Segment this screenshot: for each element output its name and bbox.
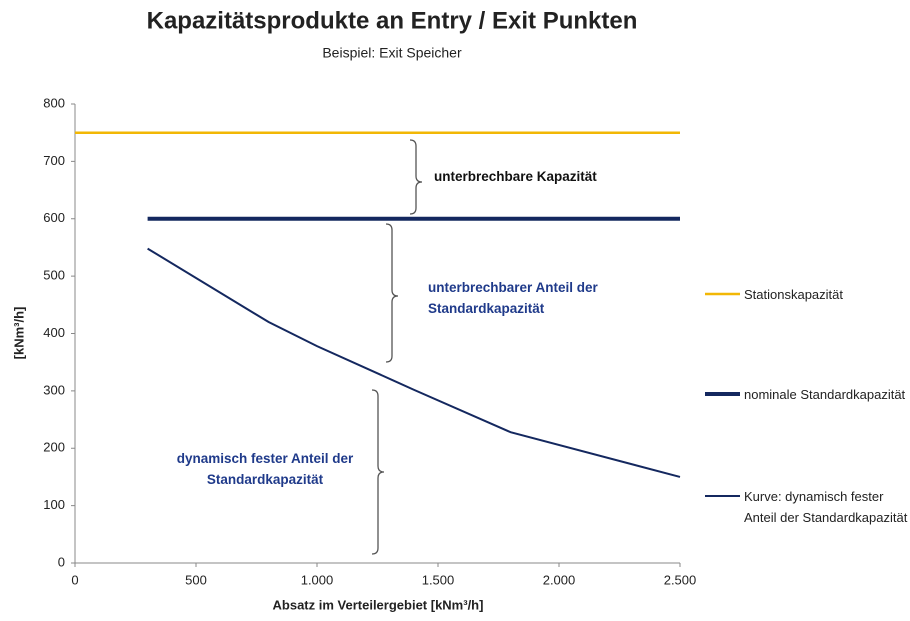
bracket: [409, 139, 423, 215]
x-tick-label: 500: [185, 572, 207, 587]
x-tick-label: 2.500: [664, 572, 697, 587]
chart-subtitle: Beispiel: Exit Speicher: [322, 45, 462, 61]
bracket: [385, 223, 399, 363]
legend-label: Stationskapazität: [744, 287, 844, 302]
x-axis-label: Absatz im Verteilergebiet [kNm³/h]: [273, 597, 484, 612]
y-tick-label: 500: [43, 268, 65, 283]
x-tick-label: 1.500: [422, 572, 455, 587]
x-tick-label: 0: [71, 572, 78, 587]
y-axis-label: [kNm³/h]: [11, 307, 26, 360]
x-tick-label: 2.000: [543, 572, 576, 587]
chart-title: Kapazitätsprodukte an Entry / Exit Punkt…: [147, 7, 638, 34]
annotation: dynamisch fester Anteil der Standardkapa…: [176, 451, 354, 487]
y-tick-label: 400: [43, 325, 65, 340]
y-tick-label: 200: [43, 440, 65, 455]
legend-label: Kurve: dynamisch fester Anteil der Stand…: [744, 489, 908, 525]
brackets: [371, 139, 423, 555]
annotation: unterbrechbare Kapazität: [434, 169, 597, 184]
bracket: [371, 389, 385, 555]
y-tick-label: 0: [58, 554, 65, 569]
y-tick-label: 800: [43, 95, 65, 110]
y-tick-label: 700: [43, 153, 65, 168]
y-tick-label: 600: [43, 210, 65, 225]
x-tick-label: 1.000: [301, 572, 334, 587]
annotation: unterbrechbarer Anteil der Standardkapaz…: [428, 280, 598, 316]
series-line: [147, 247, 681, 478]
legend-label: nominale Standardkapazität: [744, 387, 906, 402]
y-tick-label: 300: [43, 382, 65, 397]
y-tick-label: 100: [43, 497, 65, 512]
